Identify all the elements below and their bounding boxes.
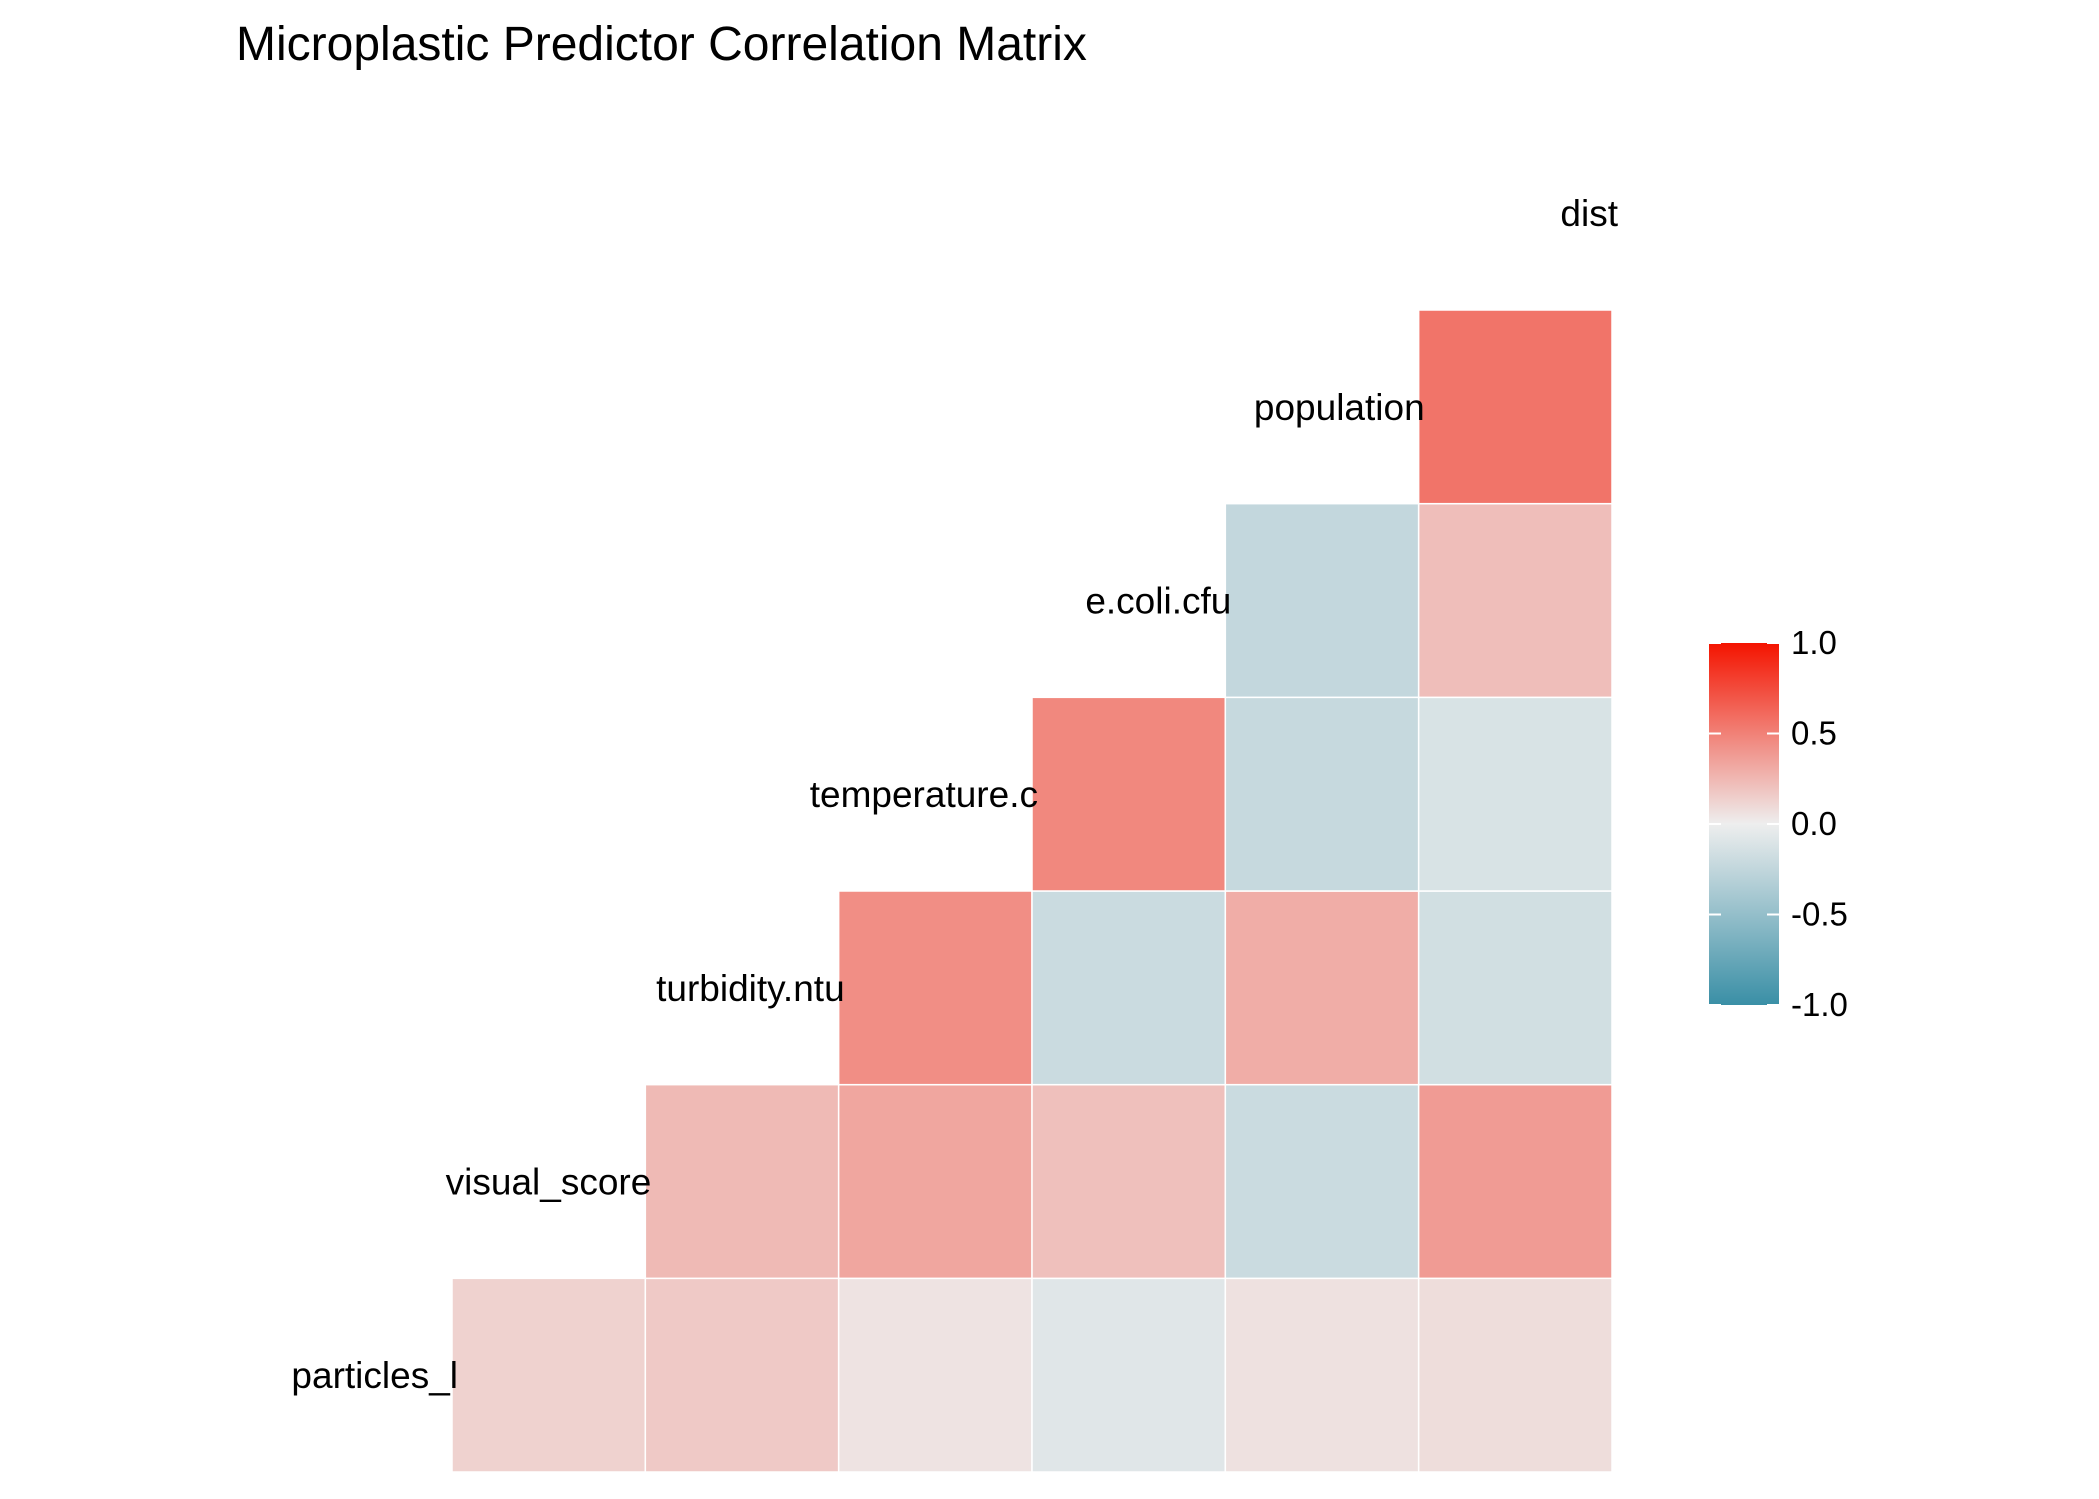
heatmap-cell-visual_score-population [1417, 1277, 1613, 1473]
diagonal-label-dist: dist [1560, 193, 1618, 234]
heatmap-cell-visual_score-turbidity.ntu [837, 1277, 1033, 1473]
legend-tick-label: -1.0 [1791, 986, 1848, 1023]
diagonal-labels: particles_l visual_score turbidity.ntu temp… [291, 193, 1618, 1396]
heatmap-cell-temperature.c-turbidity.ntu [837, 890, 1033, 1086]
heatmap-cell-dist-population [1417, 309, 1613, 505]
heatmap-cell-turbidity.ntu-temperature.c [1031, 1083, 1227, 1280]
heatmap-cell-temperature.c-temperature.c [1031, 890, 1227, 1086]
diagonal-label-e-coli-cfu: e.coli.cfu [1085, 581, 1231, 622]
heatmap-cell-temperature.c-e.coli.cfu [1224, 890, 1420, 1086]
legend-tick-label: -0.5 [1791, 896, 1848, 933]
diagonal-label-population: population [1254, 387, 1425, 428]
legend-tick-label: 0.0 [1791, 805, 1837, 842]
diagonal-label-turbidity-ntu: turbidity.ntu [656, 968, 845, 1009]
heatmap-cells [451, 309, 1613, 1473]
heatmap-cell-turbidity.ntu-e.coli.cfu [1224, 1083, 1420, 1280]
heatmap-cell-turbidity.ntu-visual_score [644, 1083, 840, 1280]
heatmap-cell-visual_score-particles_l [451, 1277, 647, 1473]
heatmap-cell-e.coli.cfu-temperature.c [1031, 696, 1227, 892]
heatmap-cell-population-e.coli.cfu [1224, 502, 1420, 699]
color-legend: 1.0 0.5 0.0 -0.5 -1.0 [1709, 624, 1848, 1023]
chart-title: Microplastic Predictor Correlation Matri… [236, 18, 1087, 71]
heatmap-cell-population-population [1417, 502, 1613, 699]
diagonal-label-particles-l: particles_l [291, 1355, 458, 1396]
heatmap-cell-turbidity.ntu-turbidity.ntu [837, 1083, 1033, 1280]
heatmap-cell-visual_score-visual_score [644, 1277, 840, 1473]
heatmap-cell-visual_score-temperature.c [1031, 1277, 1227, 1473]
heatmap-cell-e.coli.cfu-population [1417, 696, 1613, 892]
heatmap-cell-turbidity.ntu-population [1417, 1083, 1613, 1280]
heatmap-cell-e.coli.cfu-e.coli.cfu [1224, 696, 1420, 892]
diagonal-label-visual-score: visual_score [446, 1162, 652, 1203]
diagonal-label-temperature-c: temperature.c [810, 774, 1038, 815]
legend-tick-label: 0.5 [1791, 715, 1837, 752]
heatmap-cell-temperature.c-population [1417, 890, 1613, 1086]
legend-tick-label: 1.0 [1791, 624, 1837, 661]
heatmap-cell-visual_score-e.coli.cfu [1224, 1277, 1420, 1473]
legend-ticks: 1.0 0.5 0.0 -0.5 -1.0 [1709, 624, 1848, 1023]
